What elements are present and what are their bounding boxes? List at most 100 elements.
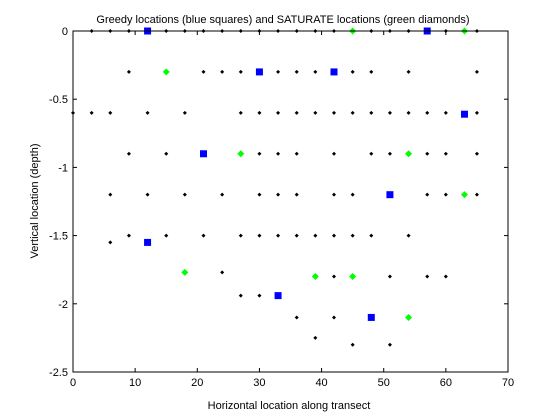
x-tick-label: 10: [129, 377, 141, 389]
candidate-point: [332, 274, 336, 279]
saturate-point: [405, 313, 413, 321]
candidate-point: [369, 151, 374, 156]
candidate-point: [406, 233, 411, 238]
candidate-point: [294, 233, 299, 238]
candidate-point: [294, 151, 299, 156]
candidate-point: [350, 342, 355, 347]
greedy-point: [367, 313, 375, 321]
candidate-point: [257, 233, 262, 238]
saturate-point: [461, 191, 468, 199]
candidate-point: [89, 110, 94, 115]
candidate-point: [238, 293, 243, 298]
candidate-point: [294, 192, 299, 197]
candidate-point: [474, 192, 479, 197]
candidate-point: [425, 274, 430, 279]
candidate-point: [443, 151, 448, 156]
y-tick-label: -0.5: [49, 94, 68, 106]
saturate-point: [311, 273, 319, 281]
x-tick-label: 0: [70, 377, 76, 389]
candidate-point: [350, 233, 355, 238]
x-tick-label: 30: [253, 377, 265, 389]
x-tick-label: 40: [315, 377, 327, 389]
x-tick-label: 50: [378, 377, 390, 389]
y-tick-label: -1: [58, 162, 68, 174]
data-marks: [71, 27, 479, 347]
candidate-point: [369, 69, 374, 74]
candidate-point: [369, 233, 374, 238]
candidate-point: [238, 69, 243, 74]
candidate-point: [332, 315, 336, 320]
y-tick-label: -1.5: [49, 231, 68, 243]
candidate-point: [145, 192, 150, 197]
candidate-point: [332, 151, 336, 156]
candidate-point: [406, 69, 411, 74]
candidate-point: [369, 110, 374, 115]
candidate-point: [443, 274, 448, 279]
candidate-point: [164, 151, 169, 156]
candidate-point: [276, 151, 281, 156]
chart-title: Greedy locations (blue squares) and SATU…: [96, 14, 469, 26]
saturate-point: [237, 150, 245, 158]
y-tick-label: -2: [58, 299, 68, 311]
candidate-point: [220, 192, 225, 197]
candidate-point: [164, 233, 169, 238]
candidate-point: [350, 69, 355, 74]
x-tick-label: 20: [191, 377, 203, 389]
greedy-point: [274, 292, 282, 300]
y-axis-label: Vertical location (depth): [29, 144, 41, 259]
candidate-point: [294, 315, 299, 320]
x-axis-label: Horizontal location along transect: [208, 400, 371, 412]
candidate-point: [294, 69, 299, 74]
candidate-point: [406, 110, 411, 115]
candidate-point: [443, 110, 448, 115]
candidate-point: [313, 110, 318, 115]
x-tick-label: 60: [440, 377, 452, 389]
candidate-point: [276, 233, 281, 238]
x-tick-label: 70: [502, 377, 514, 389]
candidate-point: [220, 270, 225, 275]
candidate-point: [425, 151, 430, 156]
candidate-point: [294, 110, 299, 115]
candidate-point: [126, 233, 131, 238]
plot-frame: [72, 30, 509, 373]
candidate-point: [443, 192, 448, 197]
candidate-point: [182, 192, 187, 197]
candidate-point: [313, 69, 318, 74]
candidate-point: [276, 69, 281, 74]
greedy-point: [200, 150, 207, 158]
candidate-point: [387, 110, 392, 115]
candidate-point: [182, 110, 187, 115]
candidate-point: [238, 233, 243, 238]
candidate-point: [332, 233, 336, 238]
candidate-point: [201, 233, 206, 238]
candidate-point: [350, 192, 355, 197]
candidate-point: [145, 110, 150, 115]
greedy-point: [330, 68, 338, 76]
axes: 0 10 20 30 40 50 60 70 0 -0.5 -1 -1.5 -2 -2.5: [49, 26, 514, 389]
candidate-point: [425, 192, 430, 197]
candidate-point: [350, 110, 355, 115]
saturate-point: [162, 68, 170, 76]
candidate-point: [332, 192, 336, 197]
candidate-point: [201, 69, 206, 74]
saturate-point: [349, 273, 357, 281]
candidate-point: [387, 274, 392, 279]
candidate-point: [313, 233, 318, 238]
candidate-point: [474, 110, 479, 115]
candidate-point: [257, 293, 262, 298]
candidate-point: [474, 69, 479, 74]
candidate-point: [257, 151, 262, 156]
candidate-point: [332, 110, 336, 115]
greedy-point: [144, 238, 152, 246]
candidate-point: [257, 110, 262, 115]
candidate-point: [387, 151, 392, 156]
y-tick-label: -2.5: [49, 367, 68, 379]
candidate-point: [276, 192, 281, 197]
candidate-point: [108, 240, 113, 245]
y-tick-label: 0: [62, 26, 68, 38]
candidate-point: [257, 192, 262, 197]
candidate-point: [425, 110, 430, 115]
candidate-point: [126, 151, 131, 156]
saturate-point: [405, 150, 413, 158]
